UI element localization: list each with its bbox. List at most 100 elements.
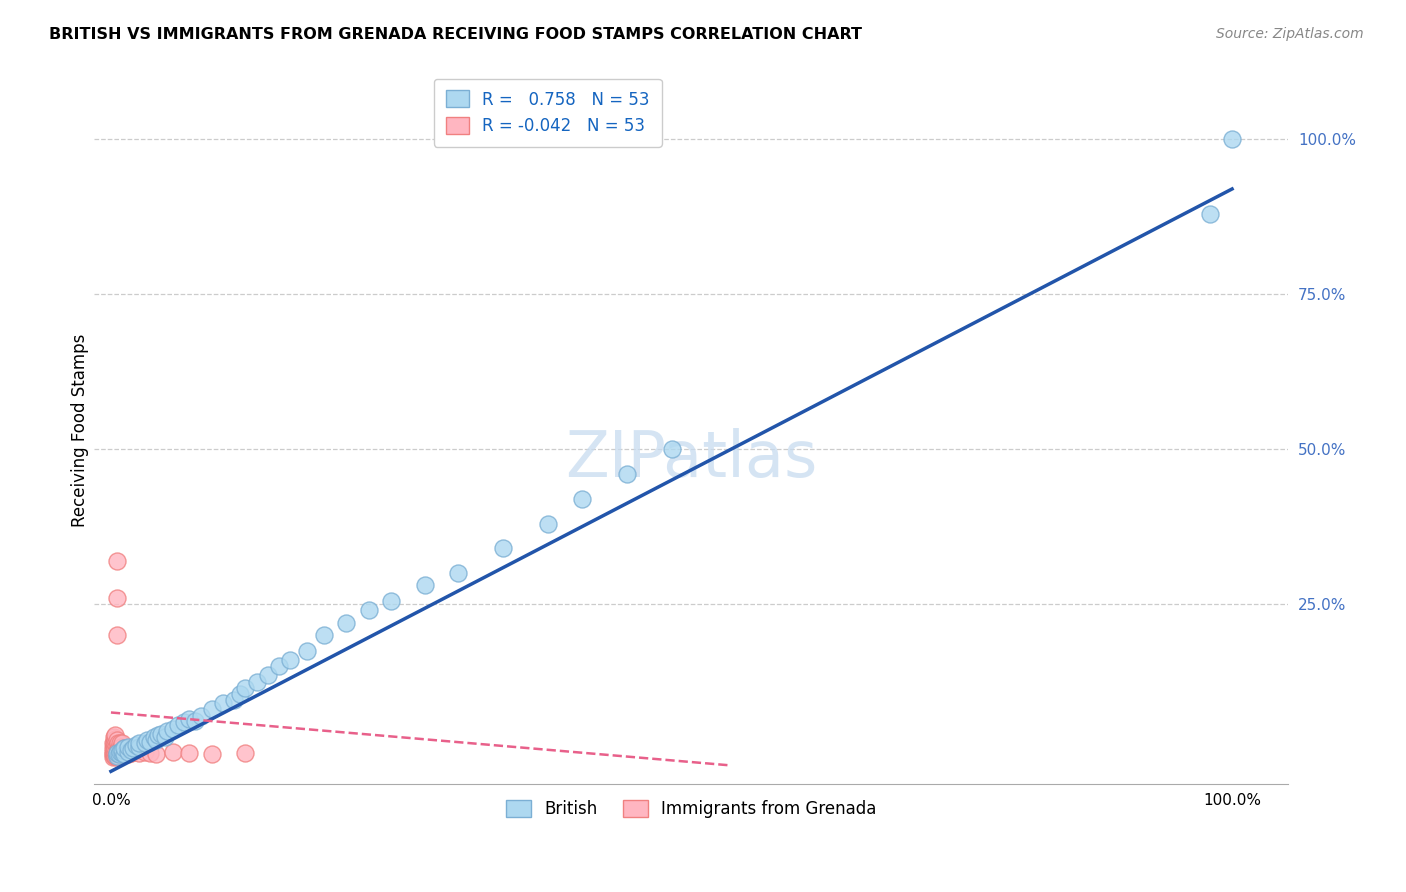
Point <box>105 746 128 760</box>
Point <box>278 653 301 667</box>
Point <box>108 747 131 761</box>
Point <box>357 603 380 617</box>
Point <box>128 739 150 754</box>
Point <box>162 723 184 737</box>
Point <box>128 736 150 750</box>
Point <box>128 746 150 760</box>
Point <box>135 733 157 747</box>
Point <box>120 746 142 760</box>
Point <box>235 681 257 695</box>
Point <box>124 739 146 753</box>
Point <box>107 736 129 750</box>
Point <box>103 746 125 760</box>
Point <box>104 748 127 763</box>
Point <box>1198 207 1220 221</box>
Text: ZIPatlas: ZIPatlas <box>565 428 817 490</box>
Point <box>571 491 593 506</box>
Point <box>201 747 224 761</box>
Point <box>104 745 127 759</box>
Point <box>139 734 162 748</box>
Point <box>104 732 127 747</box>
Point <box>120 742 142 756</box>
Legend: British, Immigrants from Grenada: British, Immigrants from Grenada <box>499 793 883 825</box>
Point <box>105 739 128 753</box>
Point <box>139 746 162 760</box>
Point <box>105 628 128 642</box>
Point <box>145 747 167 761</box>
Point <box>661 442 683 457</box>
Point <box>108 745 131 759</box>
Point <box>104 728 127 742</box>
Point <box>124 742 146 756</box>
Point <box>103 745 125 759</box>
Point <box>616 467 638 481</box>
Point <box>104 740 127 755</box>
Point <box>111 747 134 761</box>
Point <box>111 742 134 756</box>
Point <box>105 747 128 761</box>
Point <box>145 733 167 747</box>
Point <box>146 728 169 742</box>
Point <box>111 736 134 750</box>
Point <box>122 740 145 755</box>
Point <box>103 731 125 745</box>
Point <box>537 516 560 531</box>
Point <box>153 731 176 745</box>
Point <box>103 748 125 763</box>
Point <box>107 747 129 761</box>
Point <box>117 745 139 759</box>
Point <box>134 736 156 750</box>
Point <box>224 693 246 707</box>
Point <box>105 733 128 747</box>
Point <box>229 687 252 701</box>
Point <box>111 742 134 756</box>
Point <box>190 708 212 723</box>
Point <box>413 578 436 592</box>
Point <box>179 746 201 760</box>
Point <box>492 541 515 556</box>
Point <box>257 668 280 682</box>
Point <box>112 746 135 760</box>
Point <box>167 718 190 732</box>
Point <box>117 747 139 761</box>
Point <box>110 739 132 754</box>
Point <box>107 742 129 756</box>
Point <box>103 747 125 761</box>
Point <box>103 739 125 753</box>
Point <box>104 736 127 750</box>
Point <box>162 745 184 759</box>
Point <box>173 714 195 729</box>
Point <box>142 731 165 745</box>
Point <box>105 750 128 764</box>
Point <box>103 734 125 748</box>
Text: BRITISH VS IMMIGRANTS FROM GRENADA RECEIVING FOOD STAMPS CORRELATION CHART: BRITISH VS IMMIGRANTS FROM GRENADA RECEI… <box>49 27 862 42</box>
Point <box>105 554 128 568</box>
Point <box>269 659 291 673</box>
Point <box>117 739 139 754</box>
Point <box>108 742 131 756</box>
Point <box>134 745 156 759</box>
Point <box>112 747 135 761</box>
Point <box>201 702 224 716</box>
Point <box>103 742 125 756</box>
Point <box>184 714 207 728</box>
Point <box>103 750 125 764</box>
Point <box>107 746 129 760</box>
Point <box>212 696 235 710</box>
Point <box>295 643 318 657</box>
Point <box>112 740 135 755</box>
Point <box>110 746 132 760</box>
Point <box>335 615 357 630</box>
Point <box>111 746 134 760</box>
Text: Source: ZipAtlas.com: Source: ZipAtlas.com <box>1216 27 1364 41</box>
Point <box>246 674 269 689</box>
Y-axis label: Receiving Food Stamps: Receiving Food Stamps <box>72 334 89 527</box>
Point <box>447 566 470 580</box>
Point <box>105 748 128 763</box>
Point <box>235 746 257 760</box>
Point <box>312 628 335 642</box>
Point <box>150 727 173 741</box>
Point <box>107 747 129 761</box>
Point <box>108 736 131 750</box>
Point <box>105 591 128 605</box>
